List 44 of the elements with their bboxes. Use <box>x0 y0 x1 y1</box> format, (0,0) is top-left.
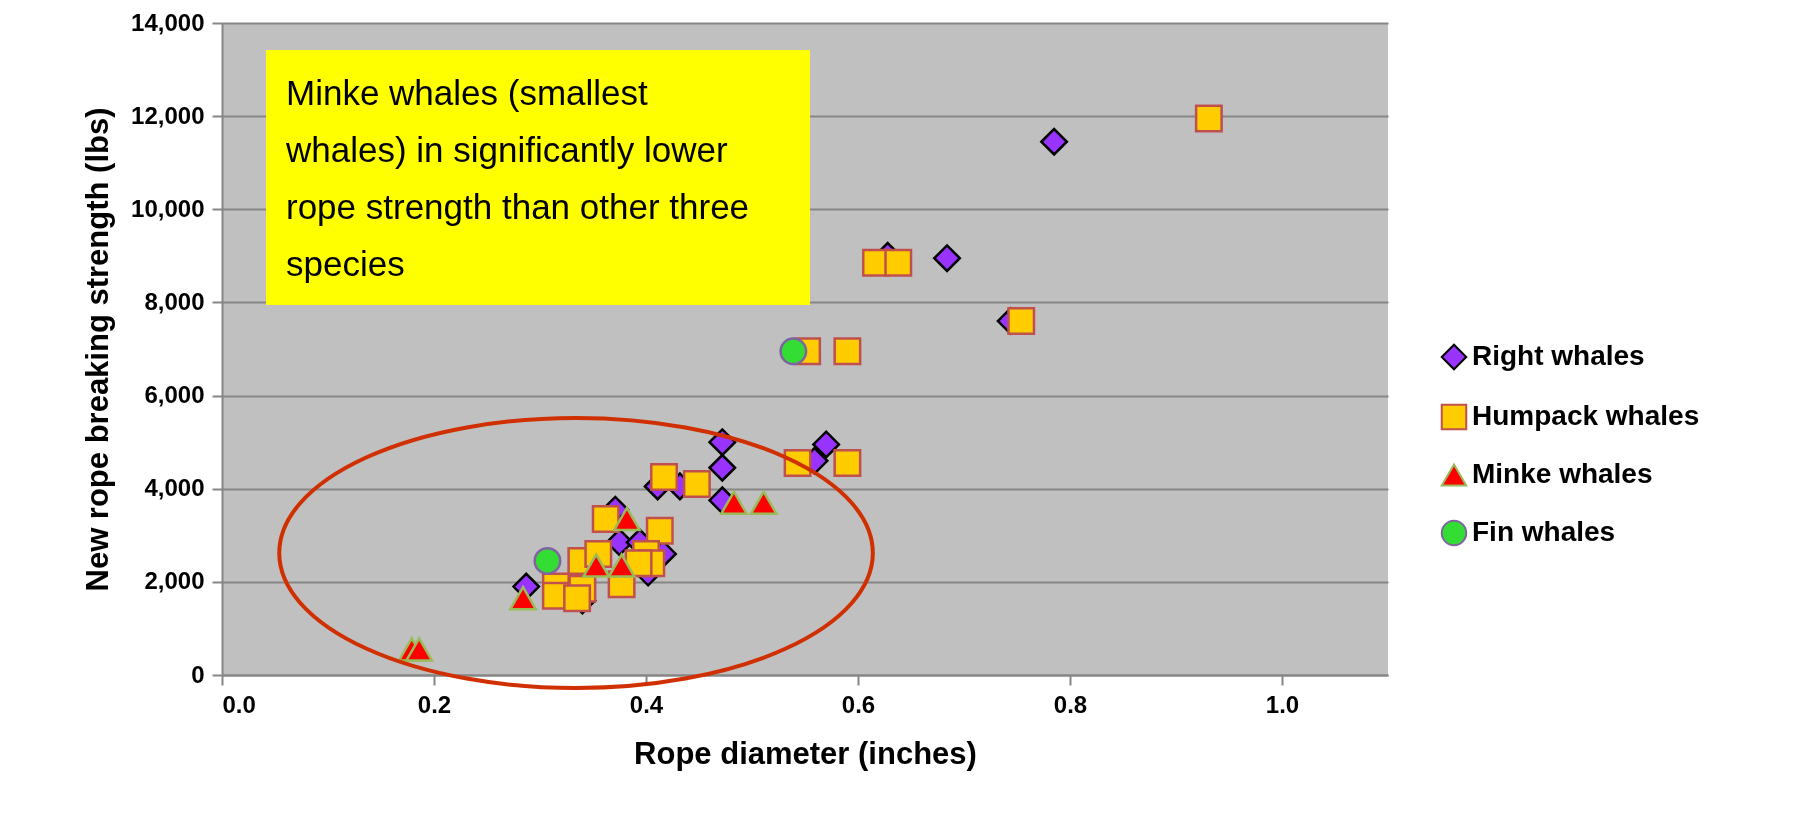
point <box>933 244 962 273</box>
y-tick-label: 0 <box>191 660 205 688</box>
point <box>1040 127 1069 156</box>
point <box>533 546 562 575</box>
point <box>582 553 611 578</box>
x-tick-label: 0.4 <box>629 690 664 718</box>
point <box>612 506 641 532</box>
x-axis-title: Rope diameter (inches) <box>634 735 977 771</box>
legend-label: Minke whales <box>1472 458 1653 489</box>
point <box>884 248 913 277</box>
point <box>563 584 592 613</box>
y-tick-label: 2,000 <box>144 567 205 595</box>
point <box>405 637 434 662</box>
x-tick-label: 0.8 <box>1053 690 1088 718</box>
point <box>607 553 636 578</box>
point <box>833 337 862 366</box>
y-tick-label: 4,000 <box>144 474 205 502</box>
point <box>779 337 808 366</box>
x-tick-label: 0.6 <box>841 690 876 718</box>
legend-label: Fin whales <box>1472 516 1616 547</box>
point <box>591 504 620 533</box>
point <box>719 490 748 515</box>
point <box>1007 307 1036 336</box>
point <box>509 585 538 611</box>
note-box: Minke whales (smallest whales) in significantly lower rope strength than other three species <box>266 50 810 305</box>
point <box>1194 104 1223 133</box>
x-tick-label: 0.0 <box>222 690 256 718</box>
point <box>708 453 737 482</box>
y-tick-label: 12,000 <box>131 101 205 129</box>
x-tick-label: 0.2 <box>417 690 452 718</box>
point <box>650 463 679 492</box>
legend-label: Right whales <box>1472 340 1645 371</box>
point <box>682 470 711 499</box>
point <box>833 449 862 478</box>
y-tick-label: 14,000 <box>131 8 205 36</box>
point <box>645 516 674 545</box>
y-tick-label: 8,000 <box>144 287 205 315</box>
legend-label: Humpack whales <box>1472 400 1700 431</box>
y-axis-title: New rope breaking strength (lbs) <box>80 107 116 592</box>
y-tick-label: 6,000 <box>144 381 205 409</box>
y-tick-label: 10,000 <box>131 194 205 222</box>
x-tick-label: 1.0 <box>1265 690 1300 718</box>
point <box>749 490 778 515</box>
point <box>812 430 841 459</box>
